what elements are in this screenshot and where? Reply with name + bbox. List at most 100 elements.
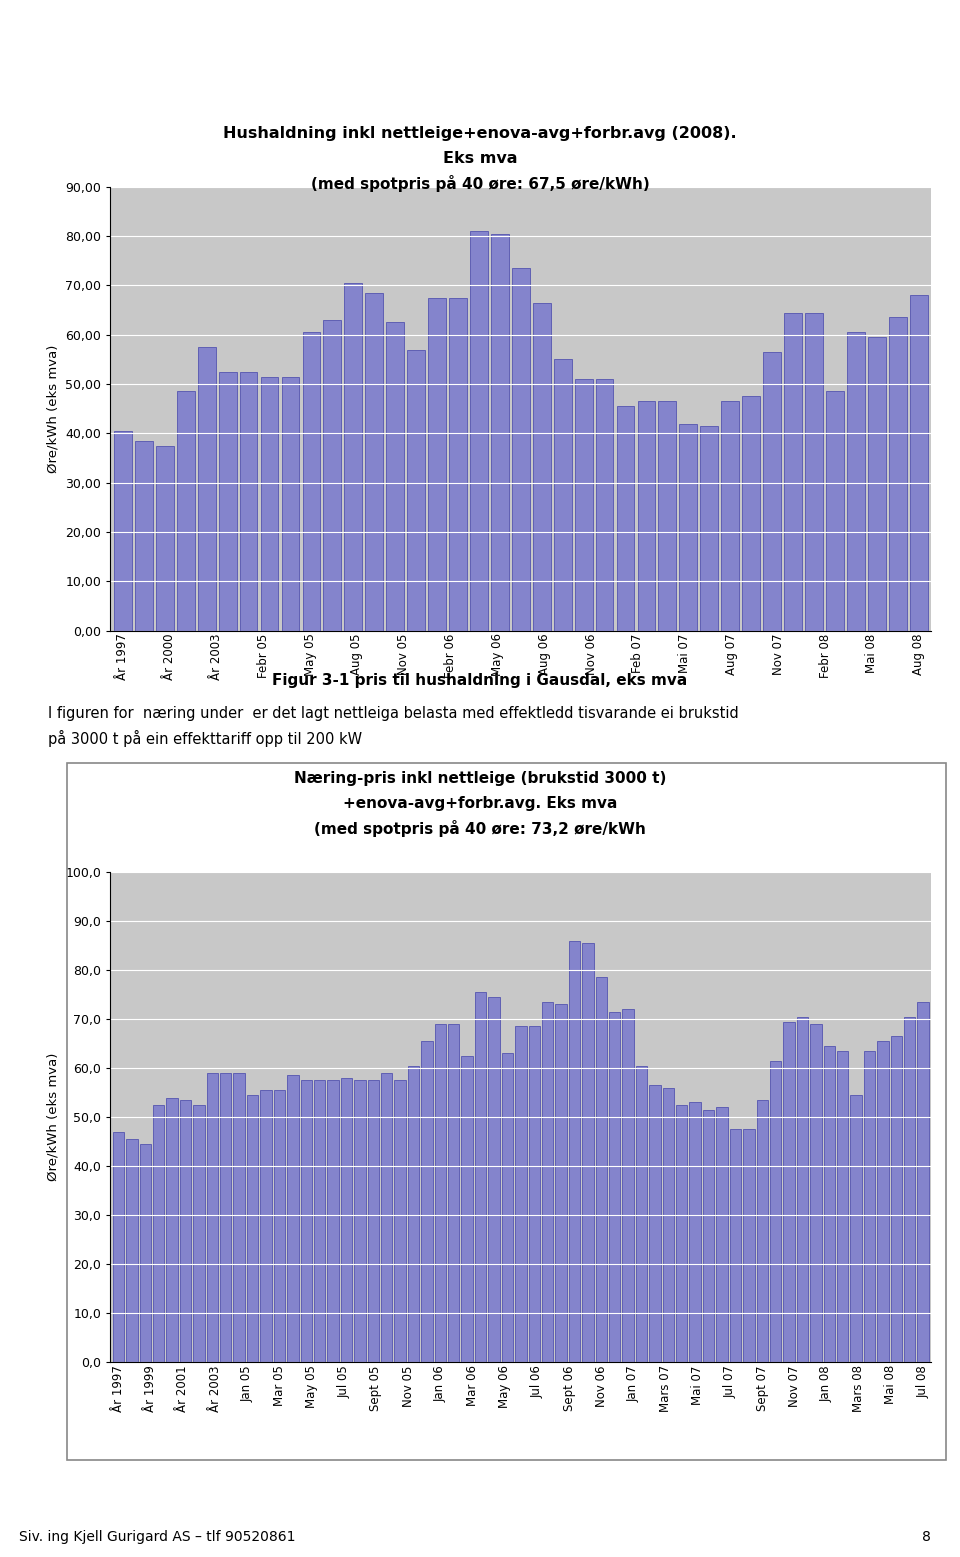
Bar <box>421 1042 433 1362</box>
Bar <box>166 1098 178 1362</box>
Bar <box>904 1017 916 1362</box>
Bar <box>516 1026 526 1362</box>
Text: Eks mva: Eks mva <box>443 151 517 167</box>
Bar <box>470 232 488 631</box>
Bar <box>220 1073 231 1362</box>
Bar <box>533 302 551 631</box>
Bar <box>542 1001 553 1362</box>
Text: (med spotpris på 40 øre: 67,5 øre/kWh): (med spotpris på 40 øre: 67,5 øre/kWh) <box>311 176 649 192</box>
Bar <box>193 1105 204 1362</box>
Bar <box>114 431 132 631</box>
Bar <box>805 313 823 631</box>
Bar <box>126 1140 137 1362</box>
Bar <box>575 380 592 631</box>
Y-axis label: Øre/kWh (eks mva): Øre/kWh (eks mva) <box>47 1053 60 1182</box>
Bar <box>300 1081 312 1362</box>
Bar <box>680 424 697 631</box>
Bar <box>637 402 656 631</box>
Text: +enova-avg+forbr.avg. Eks mva: +enova-avg+forbr.avg. Eks mva <box>343 796 617 811</box>
Bar <box>743 1129 755 1362</box>
Text: Siv. ing Kjell Gurigard AS – tlf 90520861: Siv. ing Kjell Gurigard AS – tlf 9052086… <box>19 1531 296 1543</box>
Bar <box>826 391 844 631</box>
Bar <box>462 1056 473 1362</box>
Bar <box>428 297 446 631</box>
Bar <box>703 1110 714 1362</box>
Bar <box>407 350 425 631</box>
Bar <box>180 1099 191 1362</box>
Bar <box>368 1081 379 1362</box>
Bar <box>341 1077 352 1362</box>
Bar <box>206 1073 218 1362</box>
Bar <box>345 283 362 631</box>
Bar <box>847 332 865 631</box>
Bar <box>502 1054 513 1362</box>
Bar <box>824 1046 835 1362</box>
Text: Figur 3-1 pris til hushaldning i Gausdal, eks mva: Figur 3-1 pris til hushaldning i Gausdal… <box>273 673 687 688</box>
Bar <box>177 391 195 631</box>
Bar <box>381 1073 393 1362</box>
Bar <box>676 1105 687 1362</box>
Bar <box>783 1021 795 1362</box>
Bar <box>354 1081 366 1362</box>
Bar <box>742 397 760 631</box>
Bar <box>554 360 571 631</box>
Bar <box>281 377 300 631</box>
Bar <box>595 380 613 631</box>
Bar <box>156 445 174 631</box>
Text: Næring-pris inkl nettleige (brukstid 3000 t): Næring-pris inkl nettleige (brukstid 300… <box>294 771 666 786</box>
Y-axis label: Øre/kWh (eks mva): Øre/kWh (eks mva) <box>47 344 60 473</box>
Bar <box>868 338 886 631</box>
Bar <box>260 377 278 631</box>
Bar <box>889 318 906 631</box>
Bar <box>837 1051 849 1362</box>
Bar <box>260 1090 272 1362</box>
Text: Hushaldning inkl nettleige+enova-avg+forbr.avg (2008).: Hushaldning inkl nettleige+enova-avg+for… <box>223 126 737 142</box>
Bar <box>716 1107 728 1362</box>
Bar <box>763 352 781 631</box>
Bar <box>112 1132 124 1362</box>
Bar <box>662 1088 674 1362</box>
Bar <box>659 402 676 631</box>
Bar <box>689 1102 701 1362</box>
Bar <box>595 978 607 1362</box>
Bar <box>701 427 718 631</box>
Bar <box>512 268 530 631</box>
Bar <box>649 1085 660 1362</box>
Bar <box>247 1095 258 1362</box>
Bar <box>568 940 580 1362</box>
Bar <box>435 1025 446 1362</box>
Bar <box>475 992 487 1362</box>
Bar <box>784 313 802 631</box>
Text: (med spotpris på 40 øre: 73,2 øre/kWh: (med spotpris på 40 øre: 73,2 øre/kWh <box>314 821 646 836</box>
Bar <box>721 402 739 631</box>
Bar <box>302 332 321 631</box>
Bar <box>449 297 467 631</box>
Bar <box>491 234 509 631</box>
Bar <box>240 372 257 631</box>
Text: 8: 8 <box>923 1531 931 1543</box>
Bar <box>219 372 236 631</box>
Bar <box>153 1105 164 1362</box>
Bar <box>489 996 499 1362</box>
Bar <box>797 1017 808 1362</box>
Bar <box>287 1076 299 1362</box>
Bar <box>730 1129 741 1362</box>
Bar <box>139 1144 151 1362</box>
Bar <box>529 1026 540 1362</box>
Bar <box>756 1099 768 1362</box>
Text: I figuren for  næring under  er det lagt nettleiga belasta med effektledd tisvar: I figuren for næring under er det lagt n… <box>48 705 739 721</box>
Bar <box>555 1004 566 1362</box>
Text: på 3000 t på ein effekttariff opp til 200 kW: på 3000 t på ein effekttariff opp til 20… <box>48 730 362 746</box>
Bar <box>314 1081 325 1362</box>
Bar <box>395 1081 406 1362</box>
Bar <box>366 293 383 631</box>
Bar <box>810 1025 822 1362</box>
Bar <box>877 1042 889 1362</box>
Bar <box>636 1065 647 1362</box>
Bar <box>233 1073 245 1362</box>
Bar <box>448 1025 460 1362</box>
Bar <box>616 406 635 631</box>
Bar <box>864 1051 876 1362</box>
Bar <box>135 441 153 631</box>
Bar <box>408 1065 420 1362</box>
